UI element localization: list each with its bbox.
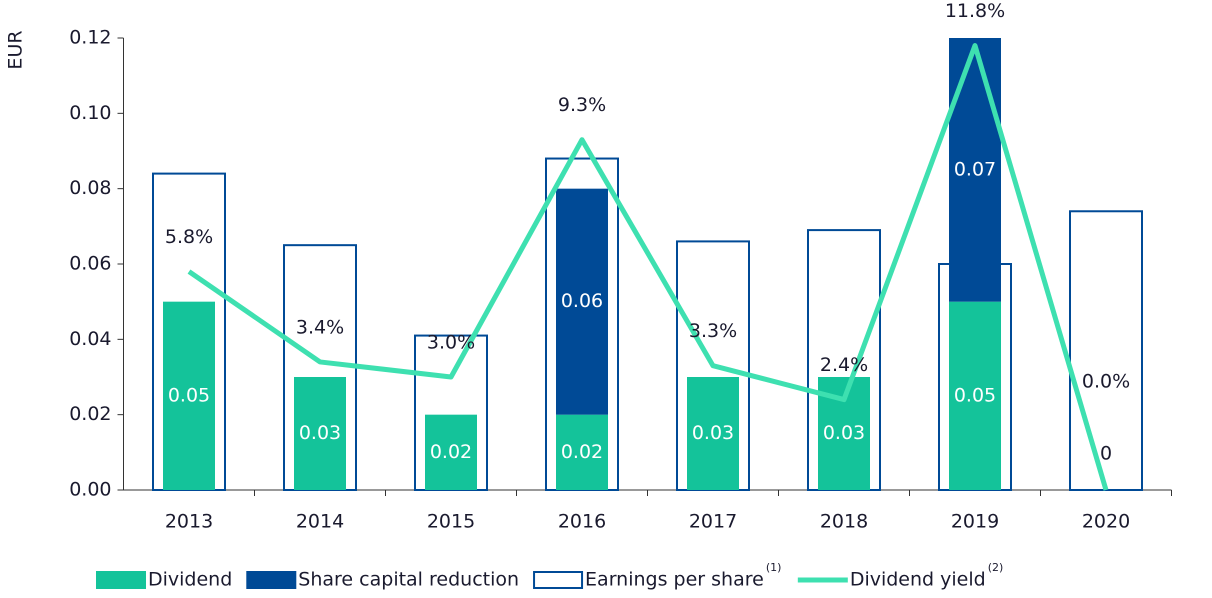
x-tick-label: 2020 <box>1082 511 1130 533</box>
yield-label: 3.3% <box>689 320 737 342</box>
bar-value-label: 0.05 <box>168 384 210 406</box>
stacked-bar <box>949 301 1001 490</box>
bar-value-label: 0.05 <box>954 384 996 406</box>
stacked-bar <box>949 38 1001 302</box>
yield-label: 2.4% <box>820 354 868 376</box>
x-tick-label: 2018 <box>820 511 868 533</box>
x-tick-label: 2019 <box>951 511 999 533</box>
legend-label: Dividend yield <box>850 569 986 591</box>
y-tick-label: 0.10 <box>69 102 111 124</box>
bar-value-label: 0.07 <box>954 158 996 180</box>
x-tick-label: 2017 <box>689 511 737 533</box>
y-tick-label: 0.06 <box>69 253 111 275</box>
y-tick-label: 0.00 <box>69 479 111 501</box>
x-tick-label: 2015 <box>427 511 475 533</box>
bar-value-label: 0.02 <box>561 441 603 463</box>
stacked-bar <box>425 414 477 490</box>
bar-value-label: 0.03 <box>299 422 341 444</box>
bar-value-label: 0.06 <box>561 290 603 312</box>
stacked-bar <box>294 377 346 490</box>
stacked-bar <box>556 414 608 490</box>
legend-swatch <box>96 571 146 589</box>
stacked-bar <box>556 188 608 415</box>
y-tick-label: 0.04 <box>69 328 111 350</box>
yield-label: 11.8% <box>945 0 1005 22</box>
x-tick-label: 2014 <box>296 511 344 533</box>
legend-swatch <box>533 571 584 589</box>
yield-line <box>187 43 1109 491</box>
y-tick-label: 0.02 <box>69 403 111 425</box>
legend-label: Dividend <box>148 569 232 591</box>
y-tick-label: 0.12 <box>69 27 111 49</box>
yield-label: 0.0% <box>1082 371 1130 393</box>
x-tick-label: 2016 <box>558 511 606 533</box>
bar-value-label: 0.03 <box>823 422 865 444</box>
yield-label: 3.0% <box>427 332 475 354</box>
bar-value-label: 0.02 <box>430 441 472 463</box>
yield-label: 3.4% <box>296 316 344 338</box>
yield-label: 9.3% <box>558 94 606 116</box>
y-tick-label: 0.08 <box>69 177 111 199</box>
legend-swatch <box>246 571 297 589</box>
stacked-bar <box>163 301 215 490</box>
legend-label: Share capital reduction <box>298 569 519 591</box>
legend-label: Earnings per share <box>585 569 764 591</box>
yield-label: 5.8% <box>165 226 213 248</box>
x-tick-label: 2013 <box>165 511 213 533</box>
bar-value-label: 0 <box>1100 443 1112 465</box>
y-axis-label: EUR <box>5 30 27 69</box>
legend-note: (1) <box>766 561 782 574</box>
bar-value-label: 0.03 <box>692 422 734 444</box>
stacked-bar <box>687 377 739 490</box>
legend-note: (2) <box>988 561 1004 574</box>
